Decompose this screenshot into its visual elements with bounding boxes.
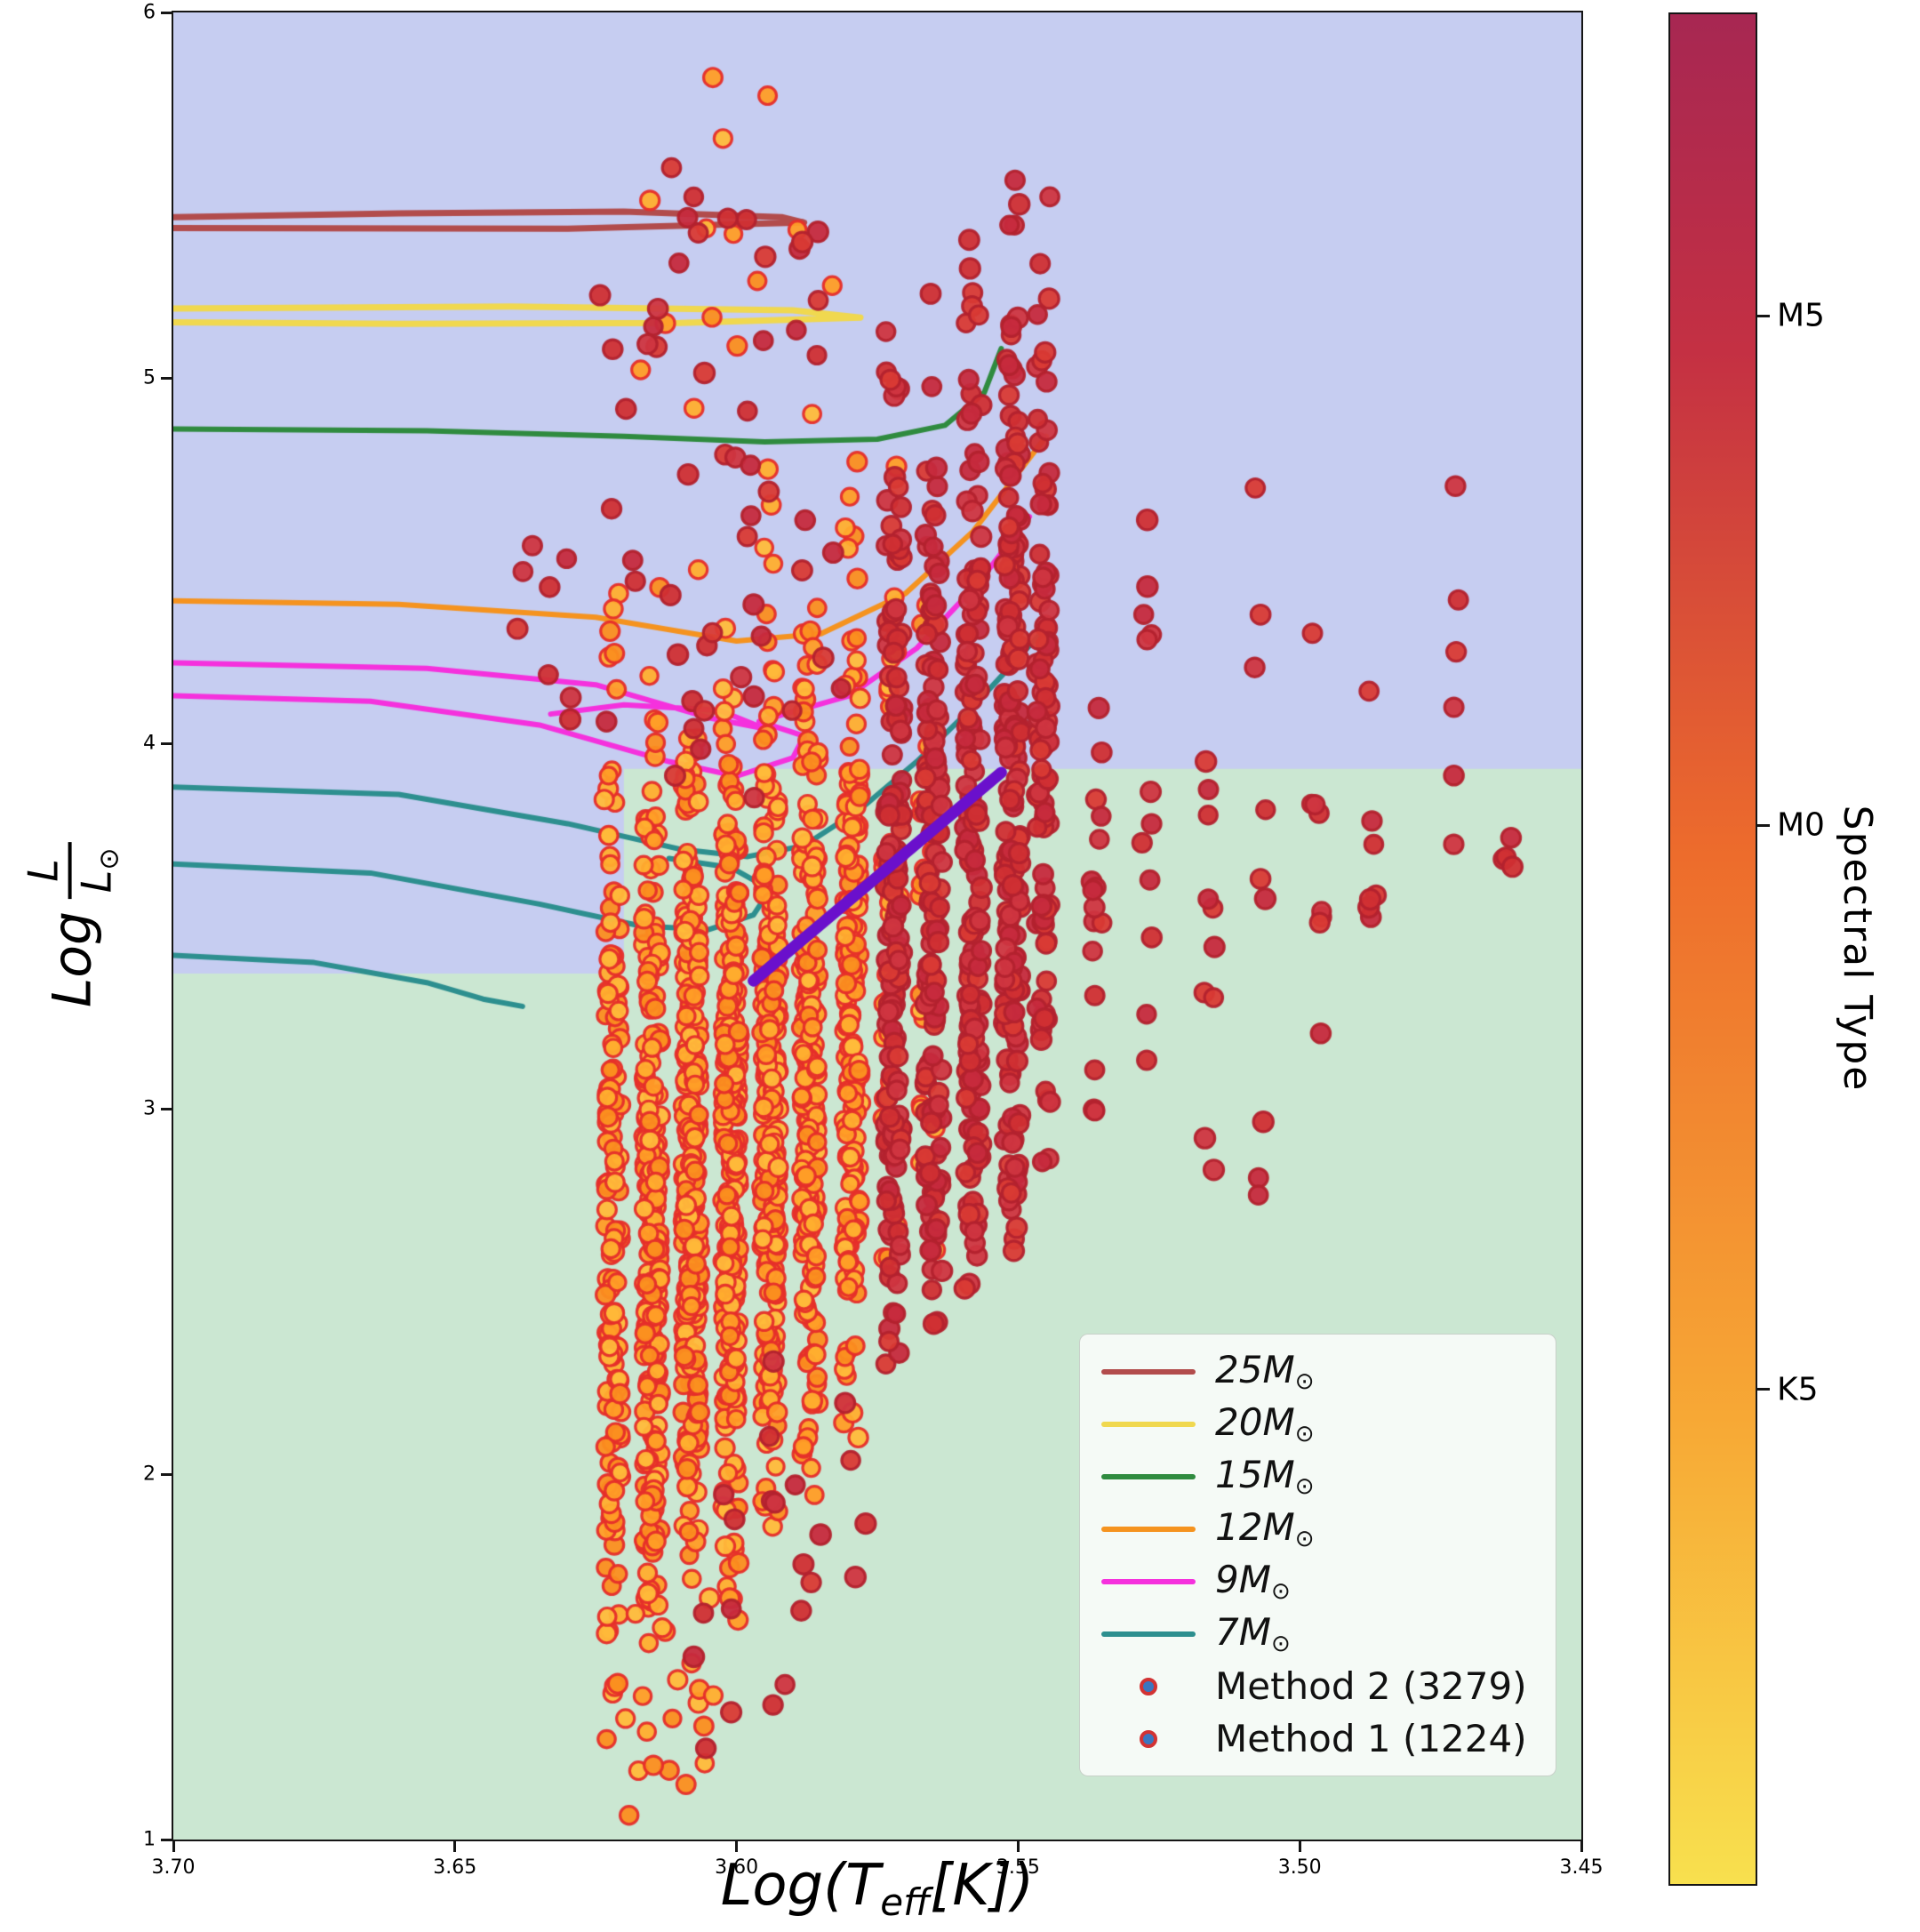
y-tick-mark [161,376,172,380]
x-tick-label: 3.50 [1277,1856,1322,1879]
x-tick-label: 3.70 [151,1856,196,1879]
colorbar-tick-mark [1757,1388,1770,1391]
legend-line-swatch [1101,1526,1196,1532]
y-tick-label: 3 [143,1097,156,1120]
x-tick-mark [172,1841,175,1852]
y-label-denominator: L⊙ [72,847,125,894]
x-axis-label: Log(Teff[K]) [721,1856,1035,1932]
legend-entry-label: 20M⊙ [1215,1400,1315,1447]
y-tick-mark [161,1472,172,1476]
legend-entry: 12M⊙ [1087,1503,1548,1555]
colorbar-label: Spectral Type [1835,805,1880,1093]
legend-entry: Method 2 (3279) [1087,1660,1548,1712]
x-tick-label: 3.65 [433,1856,477,1879]
x-tick-mark [1016,1841,1020,1852]
x-tick-mark [1580,1841,1583,1852]
legend-entry-label: 25M⊙ [1215,1348,1315,1395]
y-tick-mark [161,11,172,14]
x-tick-label: 3.45 [1559,1856,1604,1879]
colorbar-tick-mark [1757,314,1770,317]
y-label-prefix: Log [41,910,104,1008]
legend-entry-label: 12M⊙ [1215,1505,1315,1552]
colorbar-tick-label: K5 [1777,1371,1819,1408]
legend-entry: 15M⊙ [1087,1450,1548,1503]
x-label-sub: eff [880,1880,931,1924]
legend-marker-icon [1101,1729,1196,1748]
colorbar-tick-mark [1757,823,1770,827]
x-tick-label: 3.55 [996,1856,1040,1879]
legend-entry: 25M⊙ [1087,1345,1548,1398]
legend-line-swatch [1101,1368,1196,1375]
x-tick-mark [1298,1841,1301,1852]
legend: 25M⊙ 20M⊙ 15M⊙ 12M⊙ 9M⊙ 7M⊙ Method 2 (3279) Met… [1079,1334,1556,1776]
legend-entry-label: 15M⊙ [1215,1453,1315,1500]
legend-entry: 9M⊙ [1087,1555,1548,1607]
legend-entry-label: Method 1 (1224) [1215,1717,1527,1760]
legend-line-swatch [1101,1473,1196,1479]
legend-marker-icon [1101,1677,1196,1696]
y-tick-label: 2 [143,1463,156,1486]
legend-entry-label: Method 2 (3279) [1215,1664,1527,1708]
y-tick-label: 5 [143,366,156,389]
x-label-post: [K]) [930,1853,1035,1919]
y-axis-label: Log L L⊙ [19,841,125,1008]
colorbar-tick-label: M5 [1777,297,1825,334]
y-label-fraction: L L⊙ [19,841,125,899]
y-tick-mark [161,742,172,745]
legend-line-swatch [1101,1421,1196,1427]
legend-entry-label: 7M⊙ [1215,1610,1291,1657]
legend-entry: 20M⊙ [1087,1398,1548,1450]
y-tick-label: 6 [143,1,156,24]
colorbar [1668,12,1757,1886]
legend-line-swatch [1101,1578,1196,1584]
y-tick-label: 1 [143,1828,156,1851]
legend-line-swatch [1101,1631,1196,1637]
x-tick-mark [735,1841,739,1852]
legend-entry-label: 9M⊙ [1215,1558,1291,1605]
legend-entry: 7M⊙ [1087,1607,1548,1660]
y-label-numerator: L [19,859,68,882]
x-tick-label: 3.60 [715,1856,759,1879]
y-tick-mark [161,1838,172,1841]
colorbar-tick-label: M0 [1777,806,1825,844]
y-tick-mark [161,1107,172,1110]
y-tick-label: 4 [143,732,156,755]
x-tick-mark [453,1841,457,1852]
x-label-pre: Log(T [720,1853,881,1919]
fraction-rule [68,841,72,899]
legend-entry: Method 1 (1224) [1087,1712,1548,1765]
